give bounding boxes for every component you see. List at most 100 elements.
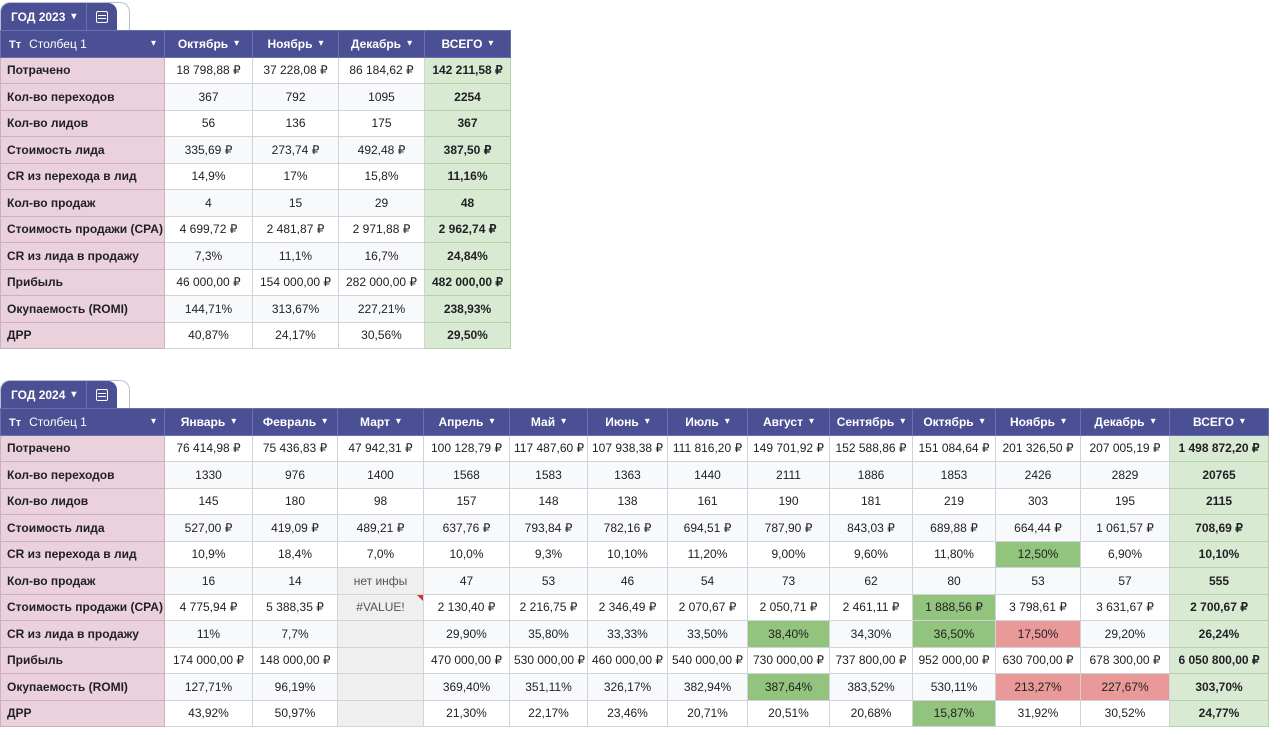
table-cell[interactable]: 54 [667, 567, 748, 595]
table-cell[interactable]: 175 [338, 109, 425, 137]
table-cell[interactable]: 100 128,79 ₽ [423, 434, 510, 462]
total-cell[interactable]: 2115 [1169, 487, 1269, 515]
chevron-down-icon[interactable]: ▾ [71, 11, 77, 22]
column-header-3[interactable]: Декабрь ▾ [338, 30, 425, 58]
table-cell[interactable]: 630 700,00 ₽ [995, 646, 1081, 674]
table-cell[interactable]: 382,94% [667, 673, 748, 701]
table-cell[interactable]: 369,40% [423, 673, 510, 701]
table-cell[interactable]: 2 461,11 ₽ [829, 593, 913, 621]
total-cell[interactable]: 20765 [1169, 461, 1269, 489]
table-cell[interactable]: 3 631,67 ₽ [1080, 593, 1170, 621]
table-cell[interactable]: 1886 [829, 461, 913, 489]
table-cell[interactable]: 678 300,00 ₽ [1080, 646, 1170, 674]
table-cell[interactable]: 470 000,00 ₽ [423, 646, 510, 674]
table-cell[interactable]: 30,52% [1080, 699, 1170, 727]
chevron-down-icon[interactable]: ▾ [407, 38, 413, 50]
column-header-7[interactable]: Июль ▾ [667, 408, 748, 436]
table-2023-tab[interactable]: ГОД 2023 ▾ [0, 2, 130, 30]
total-cell[interactable]: 24,77% [1169, 699, 1269, 727]
column-header-11[interactable]: Ноябрь ▾ [995, 408, 1081, 436]
table-cell[interactable]: 145 [164, 487, 253, 515]
table-cell[interactable]: 174 000,00 ₽ [164, 646, 253, 674]
table-cell[interactable]: 2 050,71 ₽ [747, 593, 830, 621]
table-cell[interactable]: 53 [509, 567, 588, 595]
total-cell[interactable]: 482 000,00 ₽ [424, 268, 511, 296]
total-cell[interactable]: 26,24% [1169, 620, 1269, 648]
table-cell[interactable]: 57 [1080, 567, 1170, 595]
table-cell[interactable]: 40,87% [164, 321, 253, 349]
table-cell[interactable]: 367 [164, 83, 253, 111]
chevron-down-icon[interactable]: ▾ [1150, 416, 1156, 428]
table-cell[interactable]: 181 [829, 487, 913, 515]
table-cell[interactable]: 73 [747, 567, 830, 595]
table-cell[interactable]: 17% [252, 162, 339, 190]
table-cell[interactable]: 151 084,64 ₽ [912, 434, 996, 462]
row-label[interactable]: Кол-во лидов [0, 487, 165, 515]
table-cell[interactable]: 29,90% [423, 620, 510, 648]
table-cell[interactable]: 195 [1080, 487, 1170, 515]
table-cell[interactable]: 157 [423, 487, 510, 515]
table-cell[interactable]: 2 346,49 ₽ [587, 593, 668, 621]
table-cell[interactable]: 2 216,75 ₽ [509, 593, 588, 621]
table-cell[interactable]: 4 699,72 ₽ [164, 215, 253, 243]
table-cell[interactable]: #VALUE! [337, 593, 424, 621]
table-cell[interactable]: 419,09 ₽ [252, 514, 338, 542]
chevron-down-icon[interactable]: ▾ [234, 38, 240, 50]
table-cell[interactable] [337, 620, 424, 648]
table-cell[interactable]: 11,1% [252, 242, 339, 270]
table-cell[interactable]: 4 [164, 189, 253, 217]
table-cell[interactable]: 530 000,00 ₽ [509, 646, 588, 674]
table-cell[interactable]: 782,16 ₽ [587, 514, 668, 542]
table-cell[interactable]: 7,3% [164, 242, 253, 270]
table-cell[interactable]: 30,56% [338, 321, 425, 349]
table-cell[interactable]: 2 481,87 ₽ [252, 215, 339, 243]
table-cell[interactable]: 460 000,00 ₽ [587, 646, 668, 674]
column-header-4[interactable]: Апрель ▾ [423, 408, 510, 436]
table-cell[interactable]: 1583 [509, 461, 588, 489]
chevron-down-icon[interactable]: ▾ [979, 416, 985, 428]
column-header-1[interactable]: Октябрь ▾ [164, 30, 253, 58]
chevron-down-icon[interactable]: ▾ [808, 416, 814, 428]
total-cell[interactable]: 48 [424, 189, 511, 217]
table-cell[interactable]: 20,68% [829, 699, 913, 727]
table-cell[interactable]: 540 000,00 ₽ [667, 646, 748, 674]
table-cell[interactable]: 15,8% [338, 162, 425, 190]
table-cell[interactable]: 33,33% [587, 620, 668, 648]
table-cell[interactable]: 14 [252, 567, 338, 595]
table-cell[interactable]: 219 [912, 487, 996, 515]
chevron-down-icon[interactable]: ▾ [231, 416, 237, 428]
table-cell[interactable]: 180 [252, 487, 338, 515]
table-cell[interactable]: 107 938,38 ₽ [587, 434, 668, 462]
total-cell[interactable]: 142 211,58 ₽ [424, 56, 511, 84]
table-cell[interactable]: 56 [164, 109, 253, 137]
table-cell[interactable]: 16 [164, 567, 253, 595]
table-cell[interactable]: 96,19% [252, 673, 338, 701]
table-cell[interactable]: 34,30% [829, 620, 913, 648]
table-cell[interactable]: 2111 [747, 461, 830, 489]
column-header-total[interactable]: ВСЕГО ▾ [1169, 408, 1269, 436]
table-2024-tab[interactable]: ГОД 2024 ▾ [0, 380, 130, 408]
total-cell[interactable]: 303,70% [1169, 673, 1269, 701]
total-cell[interactable]: 29,50% [424, 321, 511, 349]
table-cell[interactable]: 227,21% [338, 295, 425, 323]
table-cell[interactable]: 213,27% [995, 673, 1081, 701]
table-cell[interactable]: 1095 [338, 83, 425, 111]
chevron-down-icon[interactable]: ▾ [322, 416, 328, 428]
table-cell[interactable]: 86 184,62 ₽ [338, 56, 425, 84]
column-header-name[interactable]: Тт Столбец 1 ▾ [0, 408, 165, 436]
table-cell[interactable]: 149 701,92 ₽ [747, 434, 830, 462]
table-cell[interactable]: 15,87% [912, 699, 996, 727]
table-cell[interactable]: 24,17% [252, 321, 339, 349]
table-cell[interactable]: 664,44 ₽ [995, 514, 1081, 542]
table-cell[interactable] [337, 646, 424, 674]
chevron-down-icon[interactable]: ▾ [724, 416, 730, 428]
table-cell[interactable]: 10,0% [423, 540, 510, 568]
total-cell[interactable]: 2 962,74 ₽ [424, 215, 511, 243]
table-cell[interactable]: 144,71% [164, 295, 253, 323]
table-cell[interactable]: 76 414,98 ₽ [164, 434, 253, 462]
table-cell[interactable]: 152 588,86 ₽ [829, 434, 913, 462]
column-header-10[interactable]: Октябрь ▾ [912, 408, 996, 436]
chevron-down-icon[interactable]: ▾ [489, 416, 495, 428]
table-cell[interactable]: 148 [509, 487, 588, 515]
table-cell[interactable]: 689,88 ₽ [912, 514, 996, 542]
